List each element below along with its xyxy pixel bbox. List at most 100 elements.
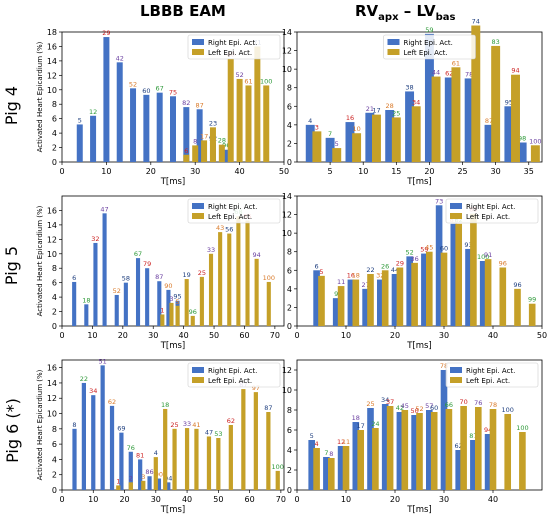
left-epi-bar <box>504 414 512 490</box>
left-epi-bar <box>266 412 271 490</box>
bar-data-label: 59 <box>425 26 433 34</box>
x-axis-label: T[ms] <box>160 177 186 187</box>
x-tick-label: 25 <box>457 167 467 176</box>
bar-data-label: 34 <box>412 98 420 106</box>
left-epi-bar <box>236 216 241 326</box>
y-tick-label: 12 <box>47 394 57 403</box>
bar-data-label: 100 <box>263 274 275 282</box>
right-epi-bar <box>81 382 86 490</box>
bar-data-label: 53 <box>214 430 222 438</box>
y-tick-label: 10 <box>47 250 57 259</box>
y-tick-label: 14 <box>47 379 57 388</box>
right-epi-bar <box>166 482 171 490</box>
bar-data-label: 6 <box>184 147 188 155</box>
left-epi-bar <box>275 470 280 490</box>
column-title-lbbb: LBBB EAM <box>140 2 226 20</box>
left-epi-bar <box>163 408 168 490</box>
bar-data-label: 17 <box>200 132 208 140</box>
bar-data-label: 6 <box>72 274 76 282</box>
y-tick-label: 16 <box>47 364 57 373</box>
bar-data-label: 32 <box>376 272 384 280</box>
bar-data-label: 45 <box>401 402 409 410</box>
left-epi-bar <box>313 448 320 490</box>
bar-data-label: 76 <box>127 444 135 452</box>
bar-data-label: 36 <box>410 255 418 263</box>
left-epi-bar <box>484 259 492 326</box>
y-tick-label: 6 <box>52 279 57 288</box>
right-epi-bar <box>84 304 89 326</box>
y-tick-label: 14 <box>282 28 292 37</box>
y-tick-label: 8 <box>52 264 57 273</box>
right-epi-bar <box>145 268 150 326</box>
left-epi-bar <box>367 274 374 326</box>
bar-data-label: 96 <box>189 308 197 316</box>
left-epi-bar <box>491 45 501 162</box>
legend-swatch <box>450 213 462 219</box>
bar-data-label: 52 <box>235 71 243 79</box>
bar-data-label: 7 <box>328 130 332 138</box>
x-tick-label: 30 <box>151 495 161 504</box>
y-tick-label: 0 <box>287 158 292 167</box>
bar-data-label: 69 <box>117 425 125 433</box>
x-tick-label: 20 <box>119 495 129 504</box>
y-tick-label: 18 <box>47 28 57 37</box>
y-tick-label: 8 <box>287 248 292 257</box>
y-tick-label: 0 <box>287 322 292 331</box>
y-tick-label: 8 <box>287 406 292 415</box>
left-epi-bar <box>470 213 477 326</box>
x-tick-label: 5 <box>328 167 333 176</box>
bar-data-label: 12 <box>337 438 345 446</box>
right-epi-bar <box>455 450 463 490</box>
legend-label: Left Epi. Act. <box>208 377 252 385</box>
bar-data-label: 25 <box>392 109 400 117</box>
y-tick-label: 4 <box>52 455 57 464</box>
x-tick-label: 10 <box>87 331 97 340</box>
bar-data-label: 60 <box>430 404 438 412</box>
bar-data-label: 93 <box>464 241 472 249</box>
legend: Right Epi. Act. Left Epi. Act. <box>187 198 281 224</box>
left-epi-bar <box>241 389 246 490</box>
left-epi-bar <box>254 258 259 326</box>
x-tick-label: 15 <box>391 167 401 176</box>
bar-data-label: 52 <box>129 80 137 88</box>
bar-data-label: 79 <box>143 260 151 268</box>
left-epi-bar <box>218 232 223 326</box>
bar-data-label: 37 <box>386 398 394 406</box>
right-epi-bar <box>517 142 527 162</box>
right-epi-bar <box>308 440 316 490</box>
left-epi-bar <box>337 286 345 326</box>
bar-data-label: 87 <box>195 101 203 109</box>
left-epi-bar <box>227 58 234 162</box>
right-epi-bar <box>352 422 360 490</box>
right-epi-bar <box>484 124 494 162</box>
chart-pig5-rv: 0 2 4 6 8 10 12 14 0 10 20 30 40 50 T[ms] 6 9 16 27 32 44 52 5… <box>282 192 547 351</box>
bar-data-label: 58 <box>122 275 130 283</box>
x-tick-label: 70 <box>276 495 286 504</box>
y-tick-label: 6 <box>52 440 57 449</box>
left-epi-bar <box>209 127 216 162</box>
bar-data-label: 24 <box>371 420 379 428</box>
y-tick-label: 0 <box>52 158 57 167</box>
left-epi-bar <box>530 145 540 162</box>
right-epi-bar <box>479 261 487 326</box>
bar-data-label: 43 <box>216 224 224 232</box>
bar-data-label: 44 <box>432 69 440 77</box>
legend: Right Epi. Act. Left Epi. Act. <box>187 34 281 60</box>
y-tick-label: 4 <box>52 129 57 138</box>
right-epi-bar <box>196 109 203 162</box>
left-epi-bar <box>460 406 467 490</box>
bar-data-label: 81 <box>136 451 144 459</box>
x-tick-label: 10 <box>101 167 111 176</box>
x-tick-label: 30 <box>439 495 449 504</box>
y-tick-label: 12 <box>47 235 57 244</box>
left-epi-bar <box>451 67 461 162</box>
x-tick-label: 10 <box>358 167 368 176</box>
legend-label: Left Epi. Act. <box>208 49 252 57</box>
right-epi-bar <box>72 281 77 326</box>
x-tick-label: 30 <box>148 331 158 340</box>
bar-data-label: 73 <box>435 197 443 205</box>
bar-data-label: 26 <box>381 262 389 270</box>
left-epi-bar <box>184 279 189 326</box>
x-tick-label: 30 <box>190 167 200 176</box>
